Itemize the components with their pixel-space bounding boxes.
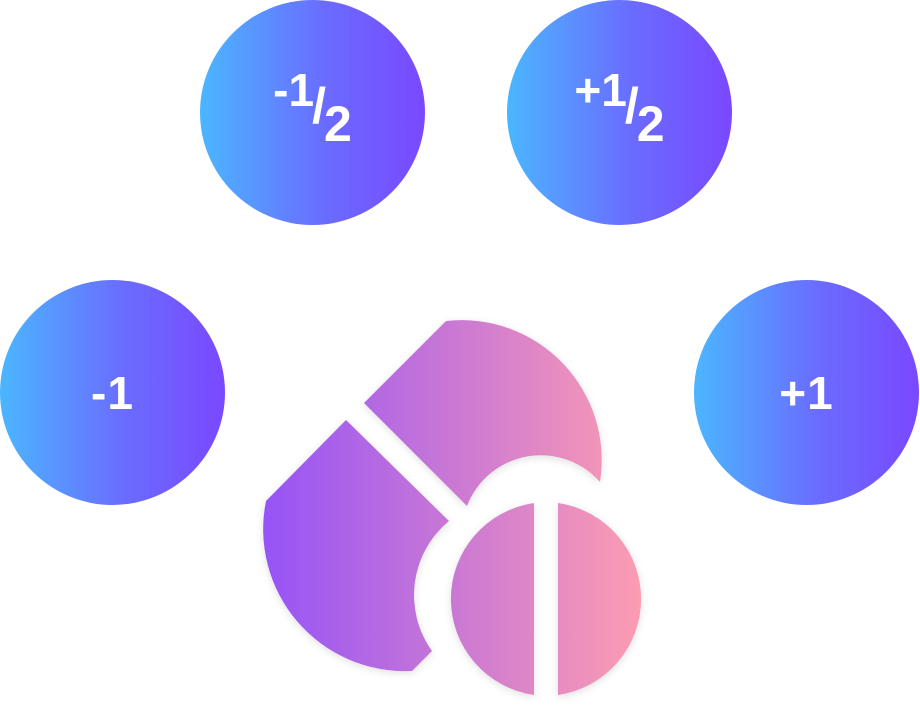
- minus-half-label: -1 / 2: [273, 67, 352, 152]
- increase-one-dose-button[interactable]: +1: [694, 280, 919, 505]
- plus-half-whole: +1: [574, 63, 627, 116]
- decrease-half-dose-button[interactable]: -1 / 2: [200, 0, 425, 225]
- minus-one-label: -1: [91, 366, 134, 419]
- increase-half-dose-button[interactable]: +1 / 2: [507, 0, 732, 225]
- plus-one-label: +1: [779, 366, 834, 419]
- tablet-right-half: [558, 503, 642, 695]
- minus-half-whole: -1: [273, 63, 315, 116]
- capsule-lower-half: [263, 420, 449, 672]
- minus-half-denominator: 2: [324, 95, 352, 152]
- plus-half-slash: /: [624, 77, 639, 134]
- tablet-left-half: [450, 503, 534, 695]
- capsule-upper-half: [364, 320, 602, 506]
- capsule-icon: [263, 320, 602, 672]
- plus-half-denominator: 2: [636, 95, 665, 152]
- plus-half-label: +1 / 2: [574, 67, 665, 152]
- decrease-one-dose-button[interactable]: -1: [0, 280, 225, 505]
- minus-half-slash: /: [312, 77, 326, 134]
- split-tablet-icon: [450, 503, 642, 695]
